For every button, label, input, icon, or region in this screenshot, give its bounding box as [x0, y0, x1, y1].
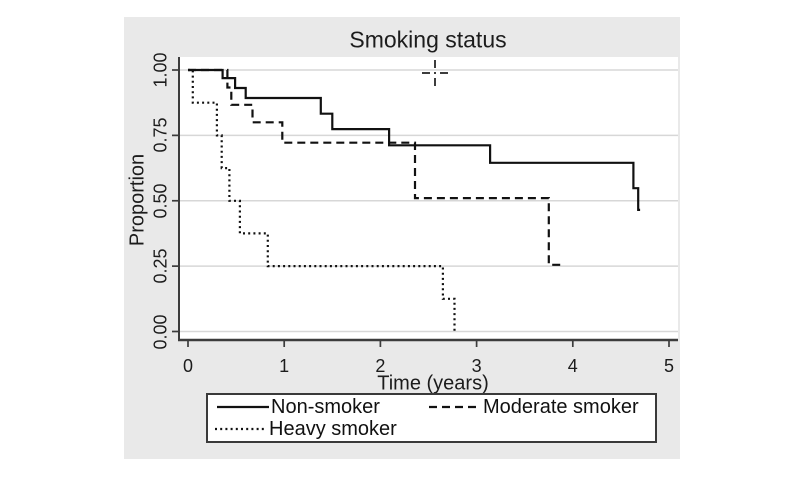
legend-label-moderate-smoker: Moderate smoker — [483, 396, 639, 418]
plot-area — [172, 57, 678, 347]
x-tick-label: 1 — [279, 356, 290, 376]
legend-item-non-smoker: Non-smoker — [217, 396, 380, 418]
km-curves-svg — [172, 57, 678, 347]
y-tick-label: 0.75 — [150, 117, 171, 153]
crosshair-cursor-icon — [422, 60, 448, 86]
legend-label-non-smoker: Non-smoker — [271, 396, 380, 418]
legend-item-heavy-smoker: Heavy smoker — [215, 418, 397, 440]
legend-label-heavy-smoker: Heavy smoker — [269, 418, 397, 440]
chart-title: Smoking status — [349, 26, 507, 53]
x-tick-label: 4 — [567, 356, 578, 376]
km-plot-figure: Smoking status Proportion Time (years) N… — [124, 17, 680, 459]
legend-item-moderate-smoker: Moderate smoker — [429, 396, 639, 418]
legend-line-solid-icon — [217, 405, 269, 409]
x-axis-title: Time (years) — [377, 372, 489, 395]
x-tick-label: 0 — [182, 356, 194, 376]
y-tick-label: 1.00 — [150, 52, 171, 88]
curve-heavy-smoker — [188, 68, 456, 333]
x-tick-label: 3 — [471, 356, 482, 376]
y-tick-label: 0.25 — [150, 248, 171, 284]
legend-box: Non-smoker Moderate smoker Heavy smoker — [206, 393, 657, 443]
x-tick-label: 5 — [663, 356, 675, 376]
x-tick-label: 2 — [375, 356, 386, 376]
legend-line-dotted-icon — [215, 427, 267, 431]
y-axis-title: Proportion — [126, 153, 149, 247]
curve-moderate-smoker — [188, 68, 563, 266]
legend-line-dashed-icon — [429, 405, 481, 409]
y-tick-label: 0.50 — [150, 183, 171, 219]
curve-non-smoker — [188, 68, 641, 211]
y-tick-label: 0.00 — [150, 313, 171, 350]
